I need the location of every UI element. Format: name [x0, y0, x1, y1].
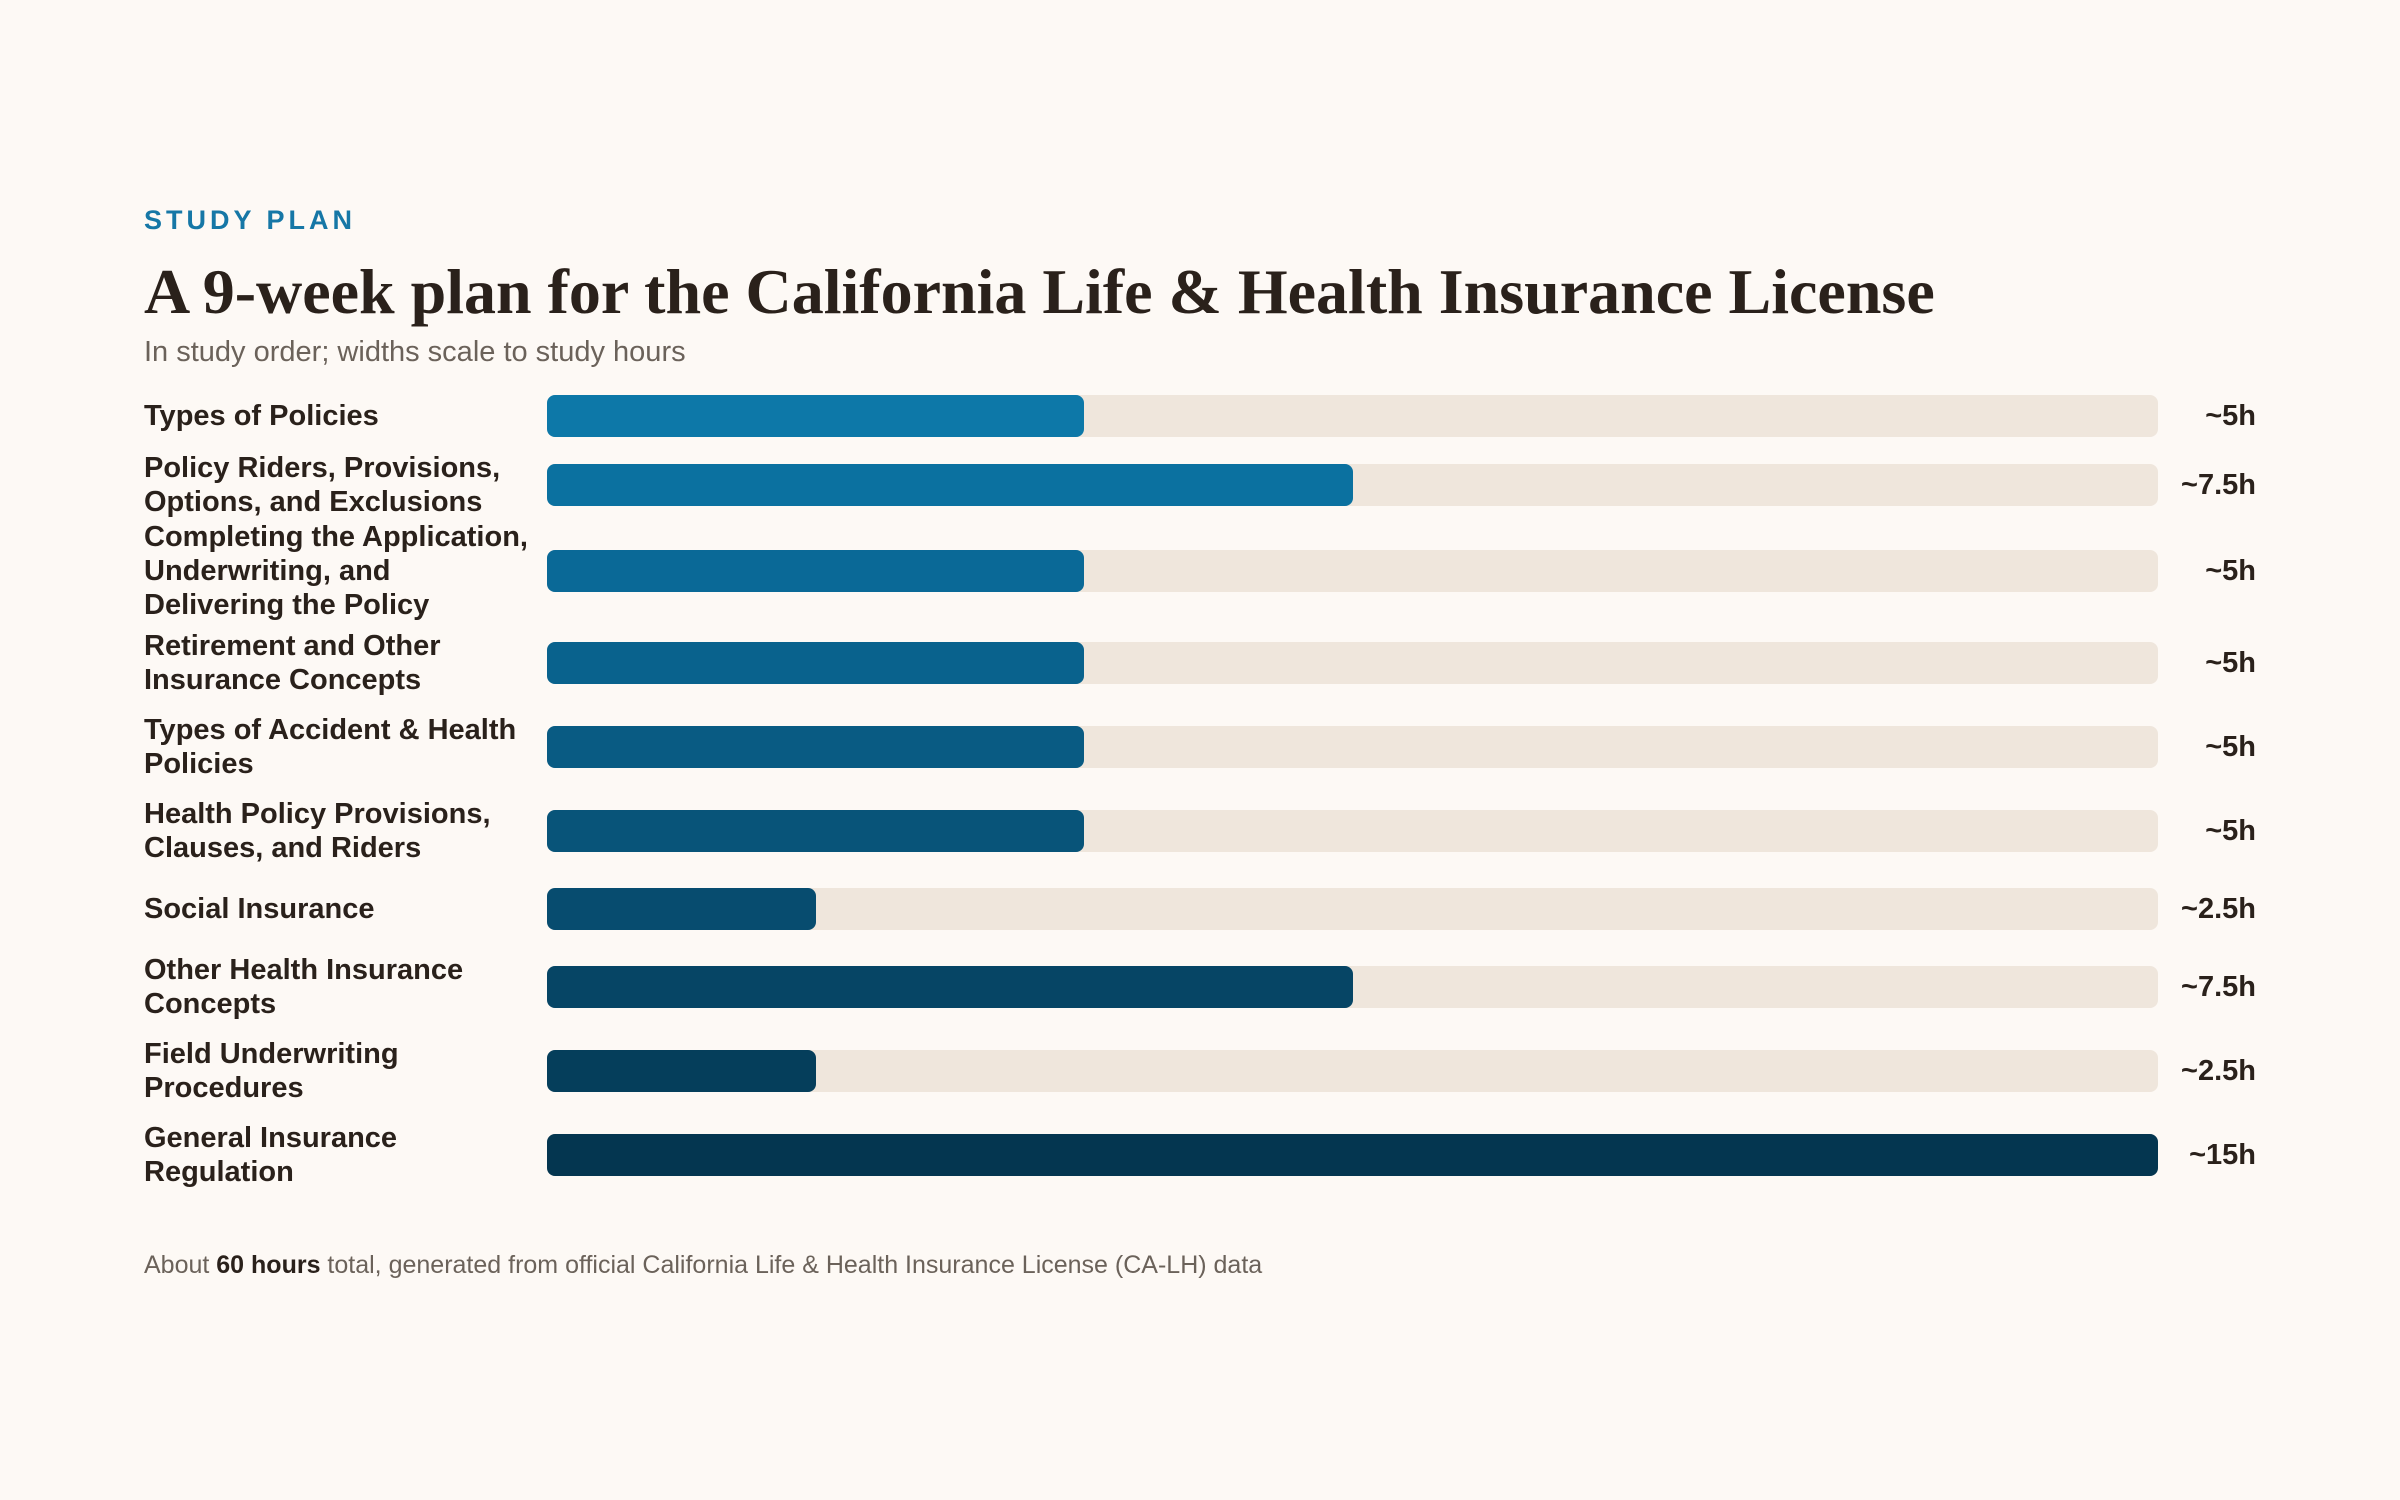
bar	[547, 642, 1084, 684]
bar	[547, 888, 816, 930]
study-hours-bar-chart: Types of Policies ~5h Policy Riders, Provi…	[144, 382, 2256, 1197]
chart-row: Field Underwriting Procedures ~2.5h	[144, 1029, 2256, 1113]
category-label: Types of Policies	[144, 399, 379, 432]
bar-track	[547, 1050, 2158, 1092]
footnote: About 60 hours total, generated from off…	[144, 1249, 2256, 1281]
bar	[547, 1134, 2158, 1176]
chart-row: General Insurance Regulation ~15h	[144, 1113, 2256, 1197]
bar	[547, 464, 1353, 506]
chart-row: Policy Riders, Provisions, Options, and …	[144, 449, 2256, 521]
value-label: ~2.5h	[2181, 893, 2256, 925]
category-label: Social Insurance	[144, 893, 375, 925]
value-label: ~5h	[2205, 647, 2256, 679]
category-label: Policy Riders, Provisions, Options, and …	[144, 452, 501, 518]
bar	[547, 394, 1084, 437]
category-label: General Insurance Regulation	[144, 1122, 398, 1188]
bar-track	[547, 464, 2158, 506]
value-label: ~5h	[2205, 555, 2256, 587]
category-label: Types of Accident & Health Policies	[144, 714, 517, 780]
chart-row: Health Policy Provisions, Clauses, and R…	[144, 789, 2256, 873]
chart-row: Retirement and Other Insurance Concepts ~…	[144, 621, 2256, 705]
chart-row: Social Insurance ~2.5h	[144, 873, 2256, 945]
chart-row: Other Health Insurance Concepts ~7.5h	[144, 945, 2256, 1029]
footnote-prefix: About	[144, 1251, 217, 1279]
value-label: ~2.5h	[2181, 1055, 2256, 1087]
value-label: ~7.5h	[2181, 469, 2256, 501]
bar-track	[547, 1134, 2158, 1176]
bar-track	[547, 966, 2158, 1008]
page-title: A 9-week plan for the California Life & …	[144, 256, 1935, 327]
page-subtitle: In study order; widths scale to study ho…	[144, 336, 686, 368]
bar-track	[547, 394, 2158, 437]
category-label: Field Underwriting Procedures	[144, 1038, 399, 1104]
footnote-total-hours: 60 hours	[216, 1251, 321, 1279]
category-label: Health Policy Provisions, Clauses, and R…	[144, 798, 491, 864]
category-label: Retirement and Other Insurance Concepts	[144, 630, 441, 696]
bar	[547, 966, 1353, 1008]
category-label: Completing the Application, Underwriting…	[144, 521, 528, 621]
chart-row: Types of Accident & Health Policies ~5h	[144, 705, 2256, 789]
bar-track	[547, 810, 2158, 852]
bar	[547, 1050, 816, 1092]
value-label: ~15h	[2189, 1139, 2256, 1171]
study-plan-page: STUDY PLAN A 9-week plan for the Califor…	[144, 204, 2256, 1281]
bar	[547, 726, 1084, 768]
bar-track	[547, 726, 2158, 768]
eyebrow-label: STUDY PLAN	[144, 205, 357, 235]
bar-track	[547, 550, 2158, 592]
value-label: ~5h	[2205, 399, 2256, 432]
value-label: ~5h	[2205, 815, 2256, 847]
bar	[547, 550, 1084, 592]
chart-row: Completing the Application, Underwriting…	[144, 521, 2256, 621]
bar-track	[547, 642, 2158, 684]
value-label: ~5h	[2205, 731, 2256, 763]
bar-track	[547, 888, 2158, 930]
footnote-suffix: total, generated from official Californi…	[320, 1251, 1263, 1279]
category-label: Other Health Insurance Concepts	[144, 954, 464, 1020]
bar	[547, 810, 1084, 852]
chart-row: Types of Policies ~5h	[144, 382, 2256, 449]
value-label: ~7.5h	[2181, 971, 2256, 1003]
